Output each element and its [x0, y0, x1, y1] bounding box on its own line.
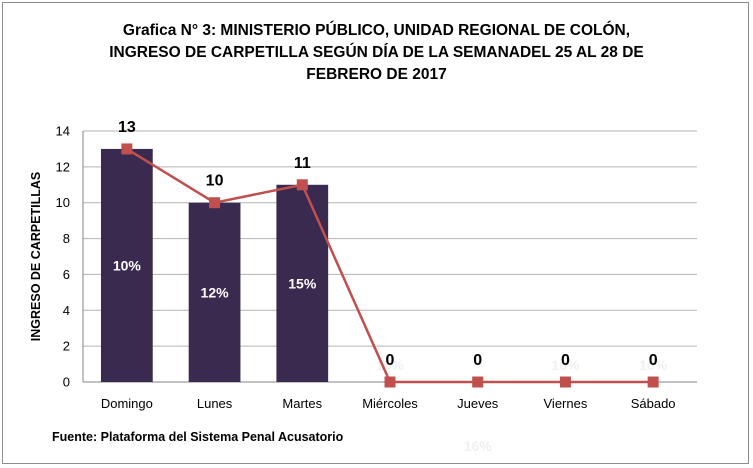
y-tick-label-4: 4: [63, 303, 70, 318]
value-label-sábado: 0: [649, 352, 658, 369]
bar-lunes: [188, 202, 241, 382]
line-marker-jueves: [472, 376, 484, 388]
x-tick-label-sábado: Sábado: [631, 396, 676, 411]
source-note: Fuente: Plataforma del Sistema Penal Acu…: [52, 430, 344, 444]
y-tick-label-6: 6: [63, 267, 70, 282]
percent-label-viernes: 16%: [551, 357, 580, 373]
x-tick-label-jueves: Jueves: [457, 396, 499, 411]
x-tick-label-domingo: Domingo: [101, 396, 153, 411]
value-label-domingo: 13: [118, 119, 136, 136]
line-marker-viernes: [559, 376, 571, 388]
value-label-jueves: 0: [473, 352, 482, 369]
chart-title-line-3: FEBRERO DE 2017: [306, 66, 447, 83]
percent-label-lunes: 12%: [201, 284, 230, 300]
chart-title-line-2: INGRESO DE CARPETILLA SEGÚN DÍA DE LA SE…: [109, 44, 644, 61]
percent-label-sábado: 16%: [639, 357, 668, 373]
y-tick-label-14: 14: [56, 124, 70, 139]
value-label-viernes: 0: [561, 352, 570, 369]
value-label-lunes: 10: [206, 173, 224, 190]
line-marker-domingo: [121, 143, 133, 155]
line-marker-martes: [296, 179, 308, 191]
value-label-martes: 11: [294, 155, 311, 172]
line-marker-sábado: [647, 376, 659, 388]
y-tick-label-12: 12: [56, 159, 70, 174]
y-tick-label-0: 0: [63, 375, 70, 390]
value-label-miércoles: 0: [386, 352, 395, 369]
bar-domingo: [100, 148, 153, 382]
chart-title: Grafica N° 3: MINISTERIO PÚBLICO, UNIDAD…: [0, 20, 753, 86]
percent-label-martes: 15%: [288, 275, 317, 291]
x-tick-label-viernes: Viernes: [544, 396, 588, 411]
line-marker-lunes: [209, 197, 221, 209]
y-tick-label-2: 2: [63, 339, 70, 354]
x-tick-label-lunes: Lunes: [197, 396, 233, 411]
chart-title-line-1: Grafica N° 3: MINISTERIO PÚBLICO, UNIDAD…: [122, 22, 631, 39]
percent-label-domingo: 10%: [113, 257, 142, 273]
bar-martes: [276, 184, 329, 382]
line-marker-miércoles: [384, 376, 396, 388]
x-tick-label-miércoles: Miércoles: [362, 396, 418, 411]
y-tick-label-8: 8: [63, 231, 70, 246]
percent-label-jueves: 16%: [464, 438, 493, 454]
y-tick-label-10: 10: [56, 195, 70, 210]
y-axis-label: INGRESO DE CARPETILLAS: [29, 172, 43, 341]
x-tick-label-martes: Martes: [282, 396, 322, 411]
